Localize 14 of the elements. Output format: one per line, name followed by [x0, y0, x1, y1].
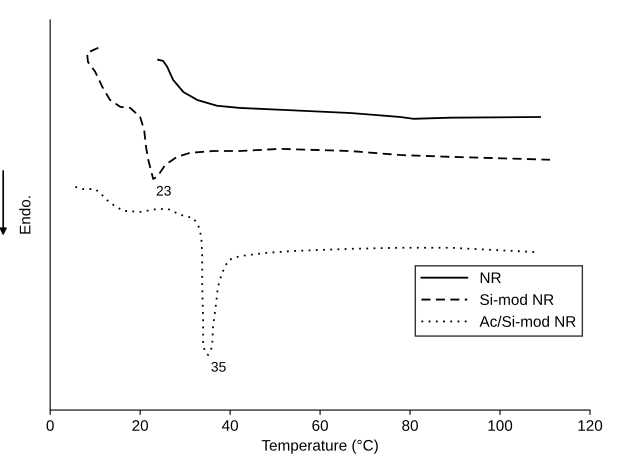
- x-tick-label: 60: [312, 420, 328, 431]
- x-tick-label: 0: [46, 420, 54, 431]
- x-tick-label: 100: [488, 420, 512, 431]
- x-tick-label: 20: [132, 420, 148, 431]
- legend-label: Si-mod NR: [480, 294, 554, 306]
- annotation: 35: [211, 362, 226, 372]
- x-tick-label: 120: [578, 420, 602, 431]
- x-tick-label: 40: [222, 420, 238, 431]
- legend-label: Ac/Si-mod NR: [480, 316, 576, 327]
- x-tick-label: 80: [402, 420, 418, 431]
- annotation: 23: [156, 186, 171, 196]
- legend-label: NR: [480, 272, 501, 284]
- x-axis-title: Temperature (°C): [262, 440, 378, 454]
- y-axis-title: Endo.: [19, 196, 30, 234]
